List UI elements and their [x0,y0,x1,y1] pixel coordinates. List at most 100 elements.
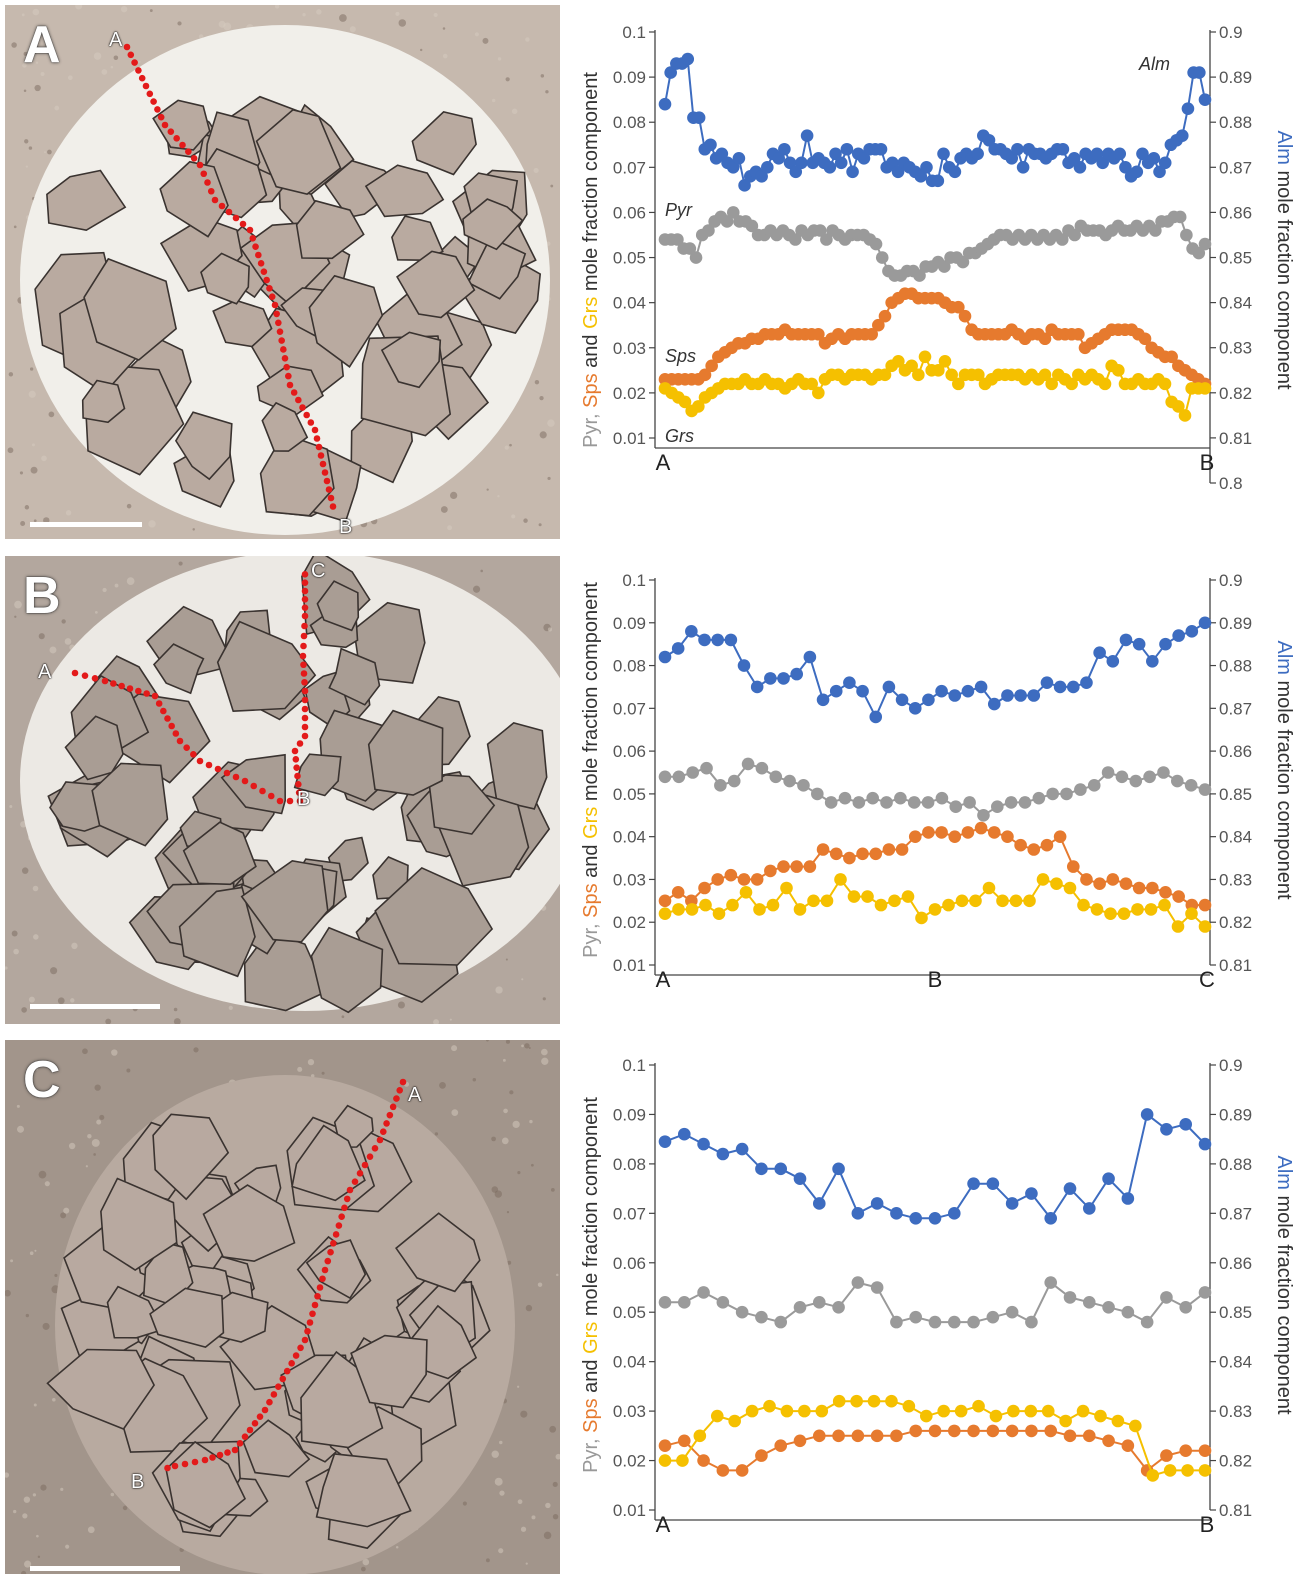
micrograph-a: A A B [5,5,560,539]
traverse-dot [138,74,146,82]
traverse-dot [172,730,180,737]
matrix-speckle [34,1249,37,1252]
series-point-alm [832,1162,845,1176]
series-point-alm [1067,151,1081,165]
series-point-alm [846,165,859,179]
traverse-dot [160,707,167,715]
series-point-grs [780,1404,794,1418]
matrix-speckle [218,20,226,28]
series-point-alm [1090,147,1104,161]
series-point-grs [902,1399,916,1413]
series-point-pyr [894,791,907,805]
matrix-speckle [94,611,98,614]
series-point-pyr [1046,787,1059,801]
series-point-sps [832,1429,845,1443]
series-point-pyr [880,796,893,809]
series-point-pyr [774,1315,788,1329]
series-point-pyr [797,779,810,792]
series-point-sps [697,1454,710,1467]
matrix-speckle [511,108,518,115]
matrix-speckle [30,466,38,474]
matrix-speckle [126,503,132,509]
series-point-grs [850,1394,863,1408]
matrix-speckle [442,53,448,59]
matrix-speckle [24,139,29,144]
series-point-grs [982,881,996,895]
traverse-dot [301,571,309,578]
traverse-dot [316,1284,324,1291]
series-point-alm [1025,1187,1038,1200]
series-point-grs [1094,1409,1107,1423]
traverse-dot [294,772,301,780]
traverse-dot [270,1391,278,1398]
matrix-speckle [22,1513,28,1519]
traverse-dot [286,381,294,389]
series-point-grs [928,903,942,916]
left-tick-label: 0.08 [613,113,646,132]
series-point-pyr [838,791,852,805]
traverse-dot [317,452,325,459]
series-point-grs [918,350,932,364]
series-point-grs [699,898,712,912]
matrix-speckle [504,445,509,450]
left-tick-label: 0.04 [613,828,646,847]
series-point-grs [658,1454,672,1467]
series-point-sps [677,1434,691,1448]
garnet-fragment [152,99,211,151]
matrix-speckle [525,1304,533,1312]
garnet-fragment [182,821,257,886]
matrix-speckle [497,57,502,61]
traverse-dot [396,1086,404,1094]
series-point-alm [931,174,945,188]
garnet-fragment [159,160,229,238]
matrix-speckle [398,19,407,27]
left-tick-label: 0.02 [613,384,646,403]
matrix-speckle [497,495,500,498]
traverse-dot [146,90,154,98]
left-axis-label-part: Grs [580,807,602,839]
matrix-speckle [505,958,508,961]
series-point-sps [1072,327,1085,341]
traverse-dot [190,751,197,758]
traverse-dot [276,328,284,335]
series-point-grs [1036,873,1050,886]
series-point-grs [766,898,780,912]
series-point-alm [982,133,996,147]
traverse-dot [346,1186,354,1194]
x-segment-label: B [928,967,943,992]
series-point-pyr [1025,1315,1038,1329]
series-point-alm [882,680,896,694]
matrix-speckle [54,105,60,111]
garnet-fragment [396,250,476,319]
traverse-dot [291,747,299,755]
series-point-sps [890,1429,903,1443]
matrix-speckle [540,74,545,78]
traverse-dot [241,1433,249,1440]
traverse-dot [200,170,208,178]
traverse-dot [232,773,240,781]
traverse-dot [246,1426,254,1434]
matrix-speckle [126,577,135,585]
traverse-dot [225,208,233,216]
series-point-alm [1179,1118,1193,1131]
traverse-dot [301,732,309,740]
series-line-pyr [665,762,1206,817]
series-point-alm [750,680,764,694]
series-point-pyr [1068,228,1081,242]
series-point-sps [1001,830,1014,843]
garnet-fragment [295,199,365,260]
matrix-speckle [21,867,29,874]
matrix-speckle [507,1260,512,1265]
matrix-speckle [25,1313,30,1318]
right-tick-label: 0.88 [1219,113,1252,132]
series-point-grs [1172,400,1185,413]
series-point-pyr [1184,779,1198,792]
matrix-speckle [486,488,489,491]
traverse-dot [299,404,306,411]
scale-bar-c [30,1566,180,1571]
series-point-alm [716,1147,730,1161]
series-point-alm [1130,165,1144,179]
traverse-dot [296,797,304,805]
series-point-grs [832,1394,846,1408]
matrix-speckle [274,5,280,9]
